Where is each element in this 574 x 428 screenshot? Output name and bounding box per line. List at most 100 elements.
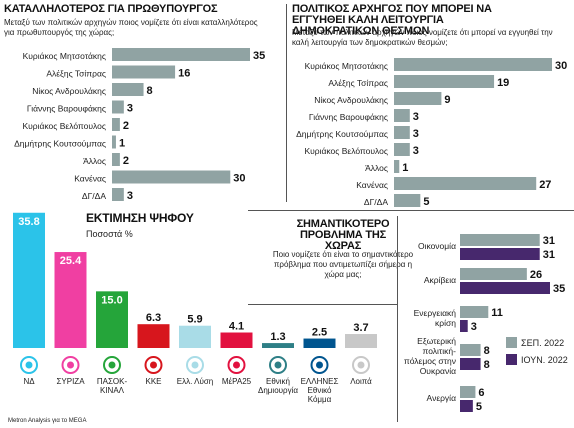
party-logo-icon <box>310 356 329 374</box>
vote-bar <box>96 291 128 348</box>
pm-bar <box>112 48 250 61</box>
legend-swatch <box>506 337 517 348</box>
section-divider <box>248 210 574 211</box>
vote-category-label: ΠΑΣΟΚ- <box>97 377 128 386</box>
pm-bar <box>112 135 116 149</box>
vote-category-label: ΜέΡΑ25 <box>222 377 252 386</box>
democracy-bar <box>394 177 537 190</box>
democracy-category-label: Άλλος <box>365 163 388 173</box>
democracy-bar <box>394 143 410 156</box>
vote-category-label: ΣΥΡΙΖΑ <box>56 377 85 386</box>
democracy-bar <box>394 160 400 173</box>
problem-chart-title: ΣΗΜΑΝΤΙΚΟΤΕΡΟ ΠΡΟΒΛΗΜΑ ΤΗΣ ΧΩΡΑΣ <box>296 218 390 252</box>
problem-bar <box>460 344 481 356</box>
democracy-value-label: 27 <box>539 179 551 191</box>
democracy-category-label: Γιάννης Βαρουφάκης <box>309 112 388 122</box>
problem-bar <box>460 400 473 412</box>
democracy-bar <box>394 109 410 122</box>
problem-value-label: 11 <box>491 307 503 319</box>
problem-category-label: πολιτική- <box>422 346 456 356</box>
vote-bar <box>13 212 45 348</box>
party-logo-icon <box>227 356 246 374</box>
pm-value-label: 35 <box>253 50 265 62</box>
democracy-category-label: Κανένας <box>356 180 388 190</box>
pm-bar-chart: Κυριάκος Μητσοτάκης 35 Αλέξης Τσίπρας 16 Νίκ… <box>14 48 265 202</box>
pm-category-label: Κανένας <box>74 174 106 184</box>
democracy-bar <box>394 194 421 207</box>
problem-value-label: 3 <box>471 321 477 333</box>
vote-value-label: 35.8 <box>18 216 39 228</box>
pm-category-label: Άλλος <box>83 156 106 166</box>
legend-label: ΙΟΥΝ. 2022 <box>521 355 568 365</box>
vote-value-label: 4.1 <box>229 321 244 333</box>
pm-value-label: 2 <box>123 120 129 132</box>
pm-bar <box>112 153 120 166</box>
legend-swatch <box>506 354 517 365</box>
pm-bar <box>112 118 120 131</box>
pm-value-label: 16 <box>178 68 190 80</box>
vote-value-label: 15.0 <box>101 294 122 306</box>
vote-bar <box>179 325 211 348</box>
problem-bar <box>460 234 540 246</box>
democracy-category-label: Δημήτρης Κουτσούμπας <box>296 129 388 139</box>
vote-category-label: Κόμμα <box>308 395 332 404</box>
democracy-value-label: 19 <box>497 77 509 89</box>
problem-value-label: 8 <box>484 345 490 357</box>
pm-bar <box>112 170 231 184</box>
vote-value-label: 2.5 <box>312 327 327 339</box>
party-logo-icon <box>20 356 38 374</box>
problem-category-label: Ακρίβεια <box>424 275 456 285</box>
pm-value-label: 30 <box>233 173 245 185</box>
pm-category-label: Κυριάκος Μητσοτάκης <box>23 51 106 61</box>
democracy-bar <box>394 92 442 105</box>
party-logo-icon <box>352 356 370 374</box>
problem-category-label: Οικονομία <box>418 241 456 251</box>
pm-bar <box>112 188 124 201</box>
party-logo-dot-icon <box>191 361 199 369</box>
problem-chart-subtitle: Ποιο νομίζετε ότι είναι το σημαντικότερο… <box>272 250 414 279</box>
democracy-value-label: 3 <box>413 145 419 157</box>
pm-category-label: Κυριάκος Βελόπουλος <box>22 121 106 131</box>
party-logo-dot-icon <box>274 361 282 369</box>
pm-category-label: ΔΓ/ΔΑ <box>82 191 106 201</box>
vote-bar <box>54 252 87 348</box>
vote-category-label: Λοιπά <box>350 377 372 386</box>
democracy-chart-subtitle: Μεταξύ των πολιτικών αρχηγών ποιος νομίζ… <box>292 28 553 47</box>
vote-category-label: ΚΙΝΑΛ <box>100 386 125 395</box>
problem-bar <box>460 320 468 332</box>
democracy-category-label: Κυριάκος Μητσοτάκης <box>305 61 388 71</box>
democracy-bar <box>394 126 410 139</box>
problem-bar <box>460 358 481 370</box>
problem-category-label: πόλεμος στην <box>404 356 456 366</box>
pm-category-label: Νίκος Ανδρουλάκης <box>32 86 106 96</box>
vote-bar <box>262 343 294 348</box>
vote-chart-title: ΕΚΤΙΜΗΣΗ ΨΗΦΟΥ <box>86 211 194 225</box>
problem-category-label: Ενεργειακή <box>414 308 457 318</box>
problem-category-label: Εξωτερική <box>417 336 456 346</box>
problem-value-label: 6 <box>478 387 484 399</box>
problem-value-label: 26 <box>530 269 542 281</box>
party-logo-icon <box>186 356 204 374</box>
pm-category-label: Αλέξης Τσίπρας <box>46 69 106 79</box>
party-logo-icon <box>269 356 287 374</box>
vote-category-label: Εθνική <box>266 377 290 386</box>
problem-divider-horizontal <box>248 304 397 305</box>
party-logo-icon <box>103 356 121 374</box>
vote-bar <box>137 324 170 348</box>
party-logo-dot-icon <box>25 361 33 369</box>
democracy-value-label: 3 <box>413 128 419 140</box>
problem-value-label: 31 <box>543 249 555 261</box>
vote-value-label: 3.7 <box>353 322 368 334</box>
problem-value-label: 5 <box>476 401 482 413</box>
democracy-chart-title: ΠΟΛΙΤΙΚΟΣ ΑΡΧΗΓΟΣ ΠΟΥ ΜΠΟΡΕΙ ΝΑ ΕΓΓΥΗΘΕΙ… <box>292 3 492 37</box>
democracy-category-label: Αλέξης Τσίπρας <box>328 78 388 88</box>
vote-category-label: Ελλ. Λύση <box>177 377 213 386</box>
vote-category-label: ΕΛΛΗΝΕΣ <box>301 377 339 386</box>
vote-bar <box>303 338 336 348</box>
vote-bar <box>220 332 253 348</box>
legend-label: ΣΕΠ. 2022 <box>521 338 564 348</box>
vote-value-label: 1.3 <box>270 331 285 343</box>
pm-chart-title: ΚΑΤΑΛΛΗΛΟΤΕΡΟΣ ΓΙΑ ΠΡΩΘΥΠΟΥΡΓΟΣ <box>4 3 218 15</box>
